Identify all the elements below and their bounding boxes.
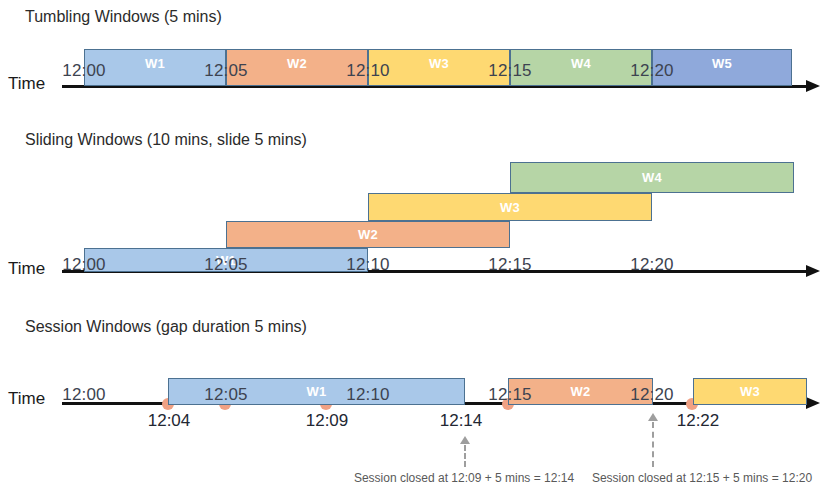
- window-label: W2: [570, 384, 590, 399]
- session-close-label-12-14: 12:14: [440, 411, 483, 431]
- sliding-tick-12-20: 12:20: [630, 255, 674, 275]
- window-label: W5: [712, 56, 732, 71]
- tumbling-axis-arrowhead-icon: [806, 80, 820, 92]
- session-window-w3: W3: [693, 378, 807, 405]
- window-label: W3: [740, 384, 760, 399]
- tumbling-tick-12-10: 12:10: [346, 61, 390, 81]
- window-label: W2: [287, 56, 307, 71]
- session-tick-12-15: 12:15: [488, 385, 532, 405]
- annotation-dashed-line: [464, 445, 466, 467]
- tumbling-tick-12-15: 12:15: [488, 61, 532, 81]
- tumbling-section-title: Tumbling Windows (5 mins): [25, 8, 222, 26]
- session-event-label-12-04: 12:04: [148, 411, 191, 431]
- sliding-axis-arrowhead-icon: [806, 265, 820, 277]
- sliding-tick-12-15: 12:15: [488, 255, 532, 275]
- window-label: W4: [571, 56, 591, 71]
- session-close-annotation-1: Session closed at 12:09 + 5 mins = 12:14: [354, 471, 574, 485]
- session-axis-arrowhead-icon: [806, 397, 820, 409]
- session-time-axis-label: Time: [8, 389, 45, 409]
- tumbling-tick-12-05: 12:05: [204, 61, 248, 81]
- sliding-tick-12-10: 12:10: [346, 255, 390, 275]
- window-label: W4: [642, 170, 662, 185]
- annotation-dashed-line: [652, 422, 654, 467]
- tumbling-time-axis-label: Time: [8, 74, 45, 94]
- windowing-strategies-diagram: Tumbling Windows (5 mins) Time W1 W2 W3 …: [0, 0, 829, 498]
- session-tick-12-20: 12:20: [630, 385, 674, 405]
- window-label: W2: [358, 227, 378, 242]
- sliding-window-w3: W3: [368, 193, 652, 221]
- session-event-label-12-09: 12:09: [306, 411, 349, 431]
- sliding-tick-12-05: 12:05: [204, 255, 248, 275]
- window-label: W1: [145, 56, 165, 71]
- sliding-tick-12-00: 12:00: [62, 255, 106, 275]
- annotation-arrow-up-icon: [648, 413, 658, 421]
- window-label: W3: [429, 56, 449, 71]
- window-label: W3: [500, 200, 520, 215]
- window-label: W1: [306, 384, 326, 399]
- tumbling-tick-12-00: 12:00: [62, 61, 106, 81]
- sliding-window-w2: W2: [226, 221, 510, 248]
- session-tick-12-05: 12:05: [204, 385, 248, 405]
- session-event-label-12-22: 12:22: [677, 411, 720, 431]
- annotation-arrow-up-icon: [460, 436, 470, 444]
- sliding-window-w4: W4: [510, 162, 794, 193]
- session-tick-12-10: 12:10: [346, 385, 390, 405]
- tumbling-tick-12-20: 12:20: [630, 61, 674, 81]
- sliding-time-axis-label: Time: [8, 259, 45, 279]
- session-section-title: Session Windows (gap duration 5 mins): [25, 318, 307, 336]
- sliding-section-title: Sliding Windows (10 mins, slide 5 mins): [25, 131, 307, 149]
- session-tick-12-00: 12:00: [62, 385, 106, 405]
- session-close-annotation-2: Session closed at 12:15 + 5 mins = 12:20: [592, 471, 812, 485]
